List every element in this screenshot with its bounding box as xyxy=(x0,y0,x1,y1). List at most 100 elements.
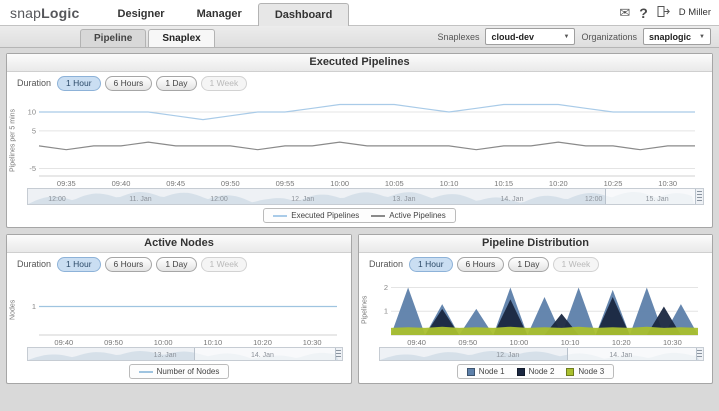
brush-label: 14. Jan xyxy=(609,352,633,359)
brush-label: 15. Jan xyxy=(645,196,669,203)
active-nodes-panel: Active Nodes Duration 1 Hour 6 Hours 1 D… xyxy=(6,234,352,384)
executed-y-axis-label: Pipelines per 5 mins xyxy=(9,108,17,172)
nodes-line-swatch xyxy=(138,370,153,373)
executed-pipelines-title: Executed Pipelines xyxy=(7,54,712,72)
tab-snaplex[interactable]: Snaplex xyxy=(148,29,215,47)
legend-label: Node 1 xyxy=(478,367,505,376)
legend-label: Executed Pipelines xyxy=(291,211,360,220)
pipeline-distribution-panel: Pipeline Distribution Duration 1 Hour 6 … xyxy=(358,234,713,384)
brush-resize-handle[interactable] xyxy=(697,350,702,358)
svg-text:10:00: 10:00 xyxy=(510,338,529,347)
svg-text:09:40: 09:40 xyxy=(407,338,426,347)
brush-selection[interactable] xyxy=(194,348,336,360)
svg-text:09:40: 09:40 xyxy=(112,179,131,188)
nav-manager[interactable]: Manager xyxy=(196,8,242,20)
svg-text:09:40: 09:40 xyxy=(54,338,73,347)
tab-pipeline[interactable]: Pipeline xyxy=(80,29,147,47)
svg-text:09:50: 09:50 xyxy=(104,338,123,347)
svg-text:10: 10 xyxy=(28,108,36,117)
svg-text:10:30: 10:30 xyxy=(303,338,322,347)
svg-text:09:50: 09:50 xyxy=(458,338,477,347)
distribution-time-brush[interactable]: 12. Jan 14. Jan xyxy=(379,347,704,361)
header-actions: ✉ ? D Miller xyxy=(619,0,711,25)
nav-dashboard[interactable]: Dashboard xyxy=(257,3,350,26)
duration-1day-button[interactable]: 1 Day xyxy=(508,256,549,272)
brush-selection[interactable] xyxy=(605,189,697,204)
brush-selection[interactable] xyxy=(567,348,697,360)
legend-label: Node 3 xyxy=(578,367,605,376)
brush-resize-handle[interactable] xyxy=(336,350,341,358)
snaplexes-selected-value: cloud-dev xyxy=(491,31,534,42)
duration-1week-button: 1 Week xyxy=(200,256,248,272)
sub-nav-bar: Pipeline Snaplex Snaplexes cloud-dev ▼ O… xyxy=(0,26,719,48)
brush-label: 12. Jan xyxy=(291,196,315,203)
executed-time-brush[interactable]: 12:00 11. Jan 12:00 12. Jan 13. Jan 14. … xyxy=(27,188,704,205)
legend-item-active: Active Pipelines xyxy=(371,211,446,220)
nodes-time-brush[interactable]: 13. Jan 14. Jan xyxy=(27,347,343,361)
organizations-selected-value: snaplogic xyxy=(649,31,692,42)
node3-swatch xyxy=(566,367,575,376)
executed-pipelines-chart: 10 5 -5 09:35 09:40 09:45 09:50 09:55 10:00 10:05… xyxy=(28,103,695,188)
duration-1hour-button[interactable]: 1 Hour xyxy=(57,256,101,272)
executed-pipelines-panel: Executed Pipelines Duration 1 Hour 6 Hou… xyxy=(6,53,713,228)
top-header: snap Logic Designer Manager Dashboard ✉ ?… xyxy=(0,0,719,26)
bottom-panels: Active Nodes Duration 1 Hour 6 Hours 1 D… xyxy=(6,234,713,384)
duration-1day-button[interactable]: 1 Day xyxy=(156,75,197,91)
legend-item-executed: Executed Pipelines xyxy=(273,211,359,220)
svg-text:09:35: 09:35 xyxy=(57,179,76,188)
executed-duration-controls: Duration 1 Hour 6 Hours 1 Day 1 Week xyxy=(7,72,712,92)
brush-label: 12:00 xyxy=(584,196,603,203)
dashboard-content: Executed Pipelines Duration 1 Hour 6 Hou… xyxy=(0,48,719,389)
brush-resize-handle[interactable] xyxy=(697,191,702,202)
pipeline-distribution-chart: 1 2 09:40 09:50 10:00 10:10 10:20 10:30 xyxy=(384,283,698,347)
svg-text:5: 5 xyxy=(32,126,36,135)
svg-text:09:50: 09:50 xyxy=(221,179,240,188)
svg-text:10:00: 10:00 xyxy=(330,179,349,188)
duration-6hours-button[interactable]: 6 Hours xyxy=(104,75,153,91)
legend-item-node2: Node 2 xyxy=(516,367,554,376)
legend-label: Active Pipelines xyxy=(389,211,446,220)
legend-item-node1: Node 1 xyxy=(466,367,505,376)
distribution-y-axis-label: Pipelines xyxy=(361,295,369,325)
nav-designer[interactable]: Designer xyxy=(117,8,165,20)
brush-label: 12:00 xyxy=(210,196,228,203)
node1-swatch xyxy=(466,367,475,376)
distribution-chart-area: Pipelines 1 2 09:40 09:50 10:00 10:10 10:20 10:… xyxy=(359,273,712,347)
brush-label: 12:00 xyxy=(48,196,66,203)
brush-label: 11. Jan xyxy=(129,196,152,203)
svg-text:10:20: 10:20 xyxy=(549,179,568,188)
logo-text-snap: snap xyxy=(10,4,42,21)
chevron-down-icon: ▼ xyxy=(699,33,705,40)
user-name[interactable]: D Miller xyxy=(678,7,711,18)
duration-label: Duration xyxy=(17,259,52,269)
logout-icon[interactable] xyxy=(657,6,670,19)
mail-icon[interactable]: ✉ xyxy=(619,5,631,20)
duration-1week-button: 1 Week xyxy=(552,256,600,272)
duration-1week-button: 1 Week xyxy=(200,75,248,91)
snaplexes-select[interactable]: cloud-dev ▼ xyxy=(485,28,576,45)
pipeline-distribution-title: Pipeline Distribution xyxy=(359,235,712,253)
duration-1hour-button[interactable]: 1 Hour xyxy=(57,75,101,91)
brush-label: 14. Jan xyxy=(250,352,274,359)
snaplogic-logo[interactable]: snap Logic xyxy=(10,0,80,25)
brush-label: 13. Jan xyxy=(392,196,416,203)
duration-1day-button[interactable]: 1 Day xyxy=(156,256,197,272)
svg-text:09:55: 09:55 xyxy=(276,179,295,188)
executed-line-swatch xyxy=(273,214,288,217)
node2-swatch xyxy=(516,367,525,376)
duration-6hours-button[interactable]: 6 Hours xyxy=(456,256,505,272)
organizations-select[interactable]: snaplogic ▼ xyxy=(643,28,711,45)
nodes-legend-row: Number of Nodes xyxy=(7,361,351,383)
main-nav: Designer Manager Dashboard xyxy=(102,0,350,26)
logo-text-logic: Logic xyxy=(41,4,80,21)
distribution-duration-controls: Duration 1 Hour 6 Hours 1 Day 1 Week xyxy=(359,253,712,273)
svg-text:10:30: 10:30 xyxy=(663,338,682,347)
duration-1hour-button[interactable]: 1 Hour xyxy=(409,256,453,272)
duration-6hours-button[interactable]: 6 Hours xyxy=(104,256,153,272)
brush-history-silhouette xyxy=(28,192,694,204)
svg-text:10:05: 10:05 xyxy=(385,179,404,188)
snaplexes-label: Snaplexes xyxy=(437,31,480,42)
help-icon[interactable]: ? xyxy=(639,4,648,21)
legend-label: Number of Nodes xyxy=(156,367,220,376)
active-nodes-chart: 1 09:40 09:50 10:00 10:10 10:20 10:30 xyxy=(32,302,337,347)
